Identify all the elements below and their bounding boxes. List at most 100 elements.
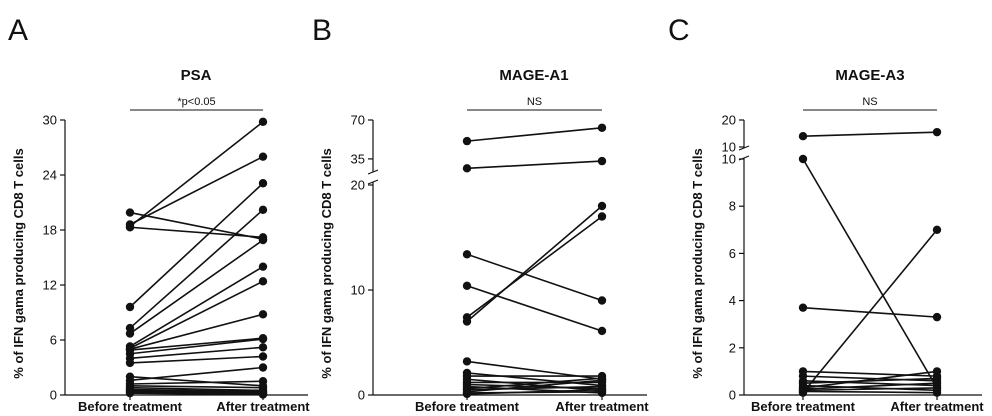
panel-b-ytick-label: 0 <box>358 388 365 403</box>
panel-b-ytick-label: 10 <box>351 283 365 298</box>
panel-c-point-before <box>798 303 808 312</box>
panel-c-point-before <box>798 388 808 397</box>
panel-a-pair-line <box>129 239 264 335</box>
panel-a-point-before <box>125 329 135 338</box>
panel-b-pair-line <box>466 379 603 393</box>
panel-a-point-after <box>258 363 268 372</box>
panel-b-category-label: After treatment <box>555 399 649 414</box>
panel-c-axis-break-mark <box>738 145 750 151</box>
panel-b-point-after <box>597 156 607 166</box>
panel-c-point-after <box>932 225 942 234</box>
panel-c-ytick-label: 0 <box>729 388 736 403</box>
panel-a-pair-line <box>129 209 264 329</box>
panel-a-point-before <box>125 208 135 217</box>
panel-c-ytick-label: 10 <box>722 152 736 167</box>
panel-b-point-after <box>597 212 607 221</box>
panel-b-pair-line <box>466 377 603 390</box>
panel-a-point-after <box>258 343 268 352</box>
panel-b-ylabel: % of IFN gama producing CD8 T cells <box>319 148 334 378</box>
panel-c-pair-line <box>802 370 938 389</box>
panel-b-point-before <box>462 164 472 173</box>
panel-b-category-label: Before treatment <box>415 399 520 414</box>
panel-c-point-after <box>932 312 942 322</box>
panel-c-letter: C <box>668 14 690 47</box>
panel-b-pair-line <box>466 215 603 318</box>
panel-b-pair-line <box>466 388 603 395</box>
panel-a-ytick-label: 18 <box>43 223 57 238</box>
panel-b-letter: B <box>312 14 332 47</box>
panel-b-title: MAGE-A1 <box>499 67 568 84</box>
panel-b-ytick-label: 70 <box>351 113 365 128</box>
panel-c-ytick-label: 2 <box>729 340 736 355</box>
panel-a-point-after <box>258 277 268 286</box>
panel-c-title: MAGE-A3 <box>835 67 904 84</box>
panel-a-point-after <box>258 152 268 161</box>
panel-c-ytick-label: 10 <box>722 140 736 155</box>
panel-c-pair-line <box>802 382 938 390</box>
panel-b-point-after <box>597 123 607 132</box>
panel-a-ytick-label: 12 <box>43 278 57 293</box>
panel-c-sig-label: NS <box>862 96 877 108</box>
panel-a-letter: A <box>8 14 28 47</box>
panel-c-ytick-label: 4 <box>729 293 736 308</box>
panel-a-pair-line <box>129 355 264 364</box>
panel-a-point-after <box>258 352 268 361</box>
panel-b-point-before <box>462 389 472 399</box>
panel-a-point-after <box>258 235 268 245</box>
panel-a-pair-line <box>129 121 264 227</box>
panel-b-pair-line <box>466 160 603 170</box>
panel-a-point-before <box>125 388 135 398</box>
panel-b-pair-line <box>466 253 603 302</box>
panel-a-point-after <box>258 334 268 344</box>
panel-a-pair-line <box>129 313 264 350</box>
panel-b-point-before <box>462 357 472 366</box>
panel-c-point-before <box>798 154 808 164</box>
panel-b-point-before <box>462 281 472 290</box>
panel-a-ytick-label: 6 <box>50 333 57 348</box>
panel-c-point-before <box>798 132 808 141</box>
panel-a-category-label: After treatment <box>216 399 310 414</box>
panel-c-pair-line <box>802 390 938 394</box>
panel-a-pair-line <box>129 182 264 308</box>
panel-c-pair-line <box>802 131 938 137</box>
panel-a-pair-line <box>129 390 264 394</box>
panel-a-pair-line <box>129 366 264 382</box>
panel-a-pair-line <box>129 346 264 360</box>
panel-c-ytick-label: 8 <box>729 199 736 214</box>
panel-b-pair-line <box>466 285 603 332</box>
panel-a-ytick-label: 30 <box>43 113 57 128</box>
panel-b-point-before <box>462 317 472 326</box>
panel-a-pair-line <box>129 380 264 385</box>
panel-b-pair-line <box>466 372 603 387</box>
panel-a-category-label: Before treatment <box>78 399 183 414</box>
panel-a-sig-label: *p<0.05 <box>177 96 215 108</box>
panel-c-point-after <box>932 127 942 137</box>
panel-c-pair-line <box>802 370 938 377</box>
panel-b-axis-break-mark <box>367 179 379 185</box>
panel-c-category-label: After treatment <box>890 399 984 414</box>
panel-c-ytick-label: 6 <box>729 246 736 261</box>
panel-a-point-before <box>125 302 135 312</box>
panel-a-ylabel: % of IFN gama producing CD8 T cells <box>11 148 26 378</box>
panel-a-pair-line <box>129 389 264 394</box>
panel-b-axis-break-mark <box>367 169 379 175</box>
panel-b-point-after <box>597 296 607 305</box>
panel-a-point-after <box>258 205 268 215</box>
panel-b-pair-line <box>466 378 603 392</box>
panel-a-ytick-label: 0 <box>50 388 57 403</box>
panel-a-point-after <box>258 117 268 127</box>
panel-a-pair-line <box>129 338 264 355</box>
panel-a-pair-line <box>129 392 264 396</box>
panel-a-title: PSA <box>181 67 212 84</box>
panel-c-pair-line <box>802 377 938 384</box>
panel-a-pair-line <box>129 226 264 239</box>
panel-c-point-after <box>932 367 942 376</box>
panel-c-pair-line <box>802 158 938 389</box>
panel-c-pair-line <box>802 384 938 392</box>
panel-a-point-after <box>258 310 268 319</box>
panel-a-pair-line <box>129 155 264 226</box>
panel-b-ytick-label: 35 <box>351 151 365 166</box>
panel-b-point-after <box>597 326 607 336</box>
panel-b-point-before <box>462 136 472 146</box>
